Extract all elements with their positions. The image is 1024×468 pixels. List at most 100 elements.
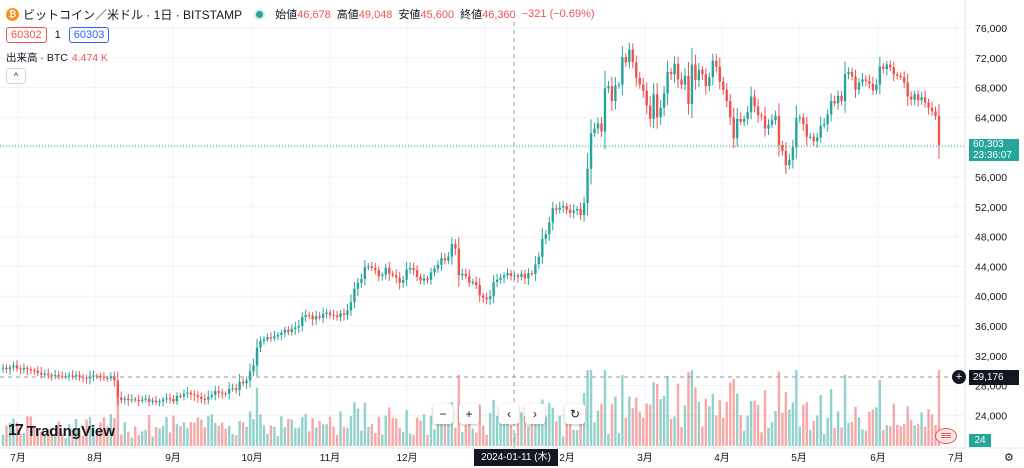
volume-bar: [412, 434, 415, 446]
us-flag-icon[interactable]: [935, 428, 957, 444]
volume-bar: [429, 416, 433, 446]
x-tick-label: 11月: [320, 452, 340, 464]
candle-body: [408, 267, 412, 270]
volume-bar: [252, 419, 255, 446]
volume-bar: [899, 426, 902, 446]
volume-bar: [99, 422, 102, 446]
x-tick-label: 3月: [637, 452, 653, 464]
volume-bar: [666, 375, 669, 446]
candle-body: [492, 282, 495, 297]
volume-bar: [739, 415, 742, 446]
candle-body: [168, 398, 172, 400]
candle-body: [457, 248, 461, 276]
candle-body: [123, 398, 126, 400]
candle-body: [541, 238, 544, 257]
candle-body: [805, 124, 808, 137]
volume-bar: [123, 422, 126, 446]
volume-bar: [342, 426, 346, 446]
candle-body: [756, 106, 760, 116]
volume-bar: [711, 393, 715, 446]
candle-body: [488, 296, 492, 300]
volume-bar: [391, 418, 394, 446]
x-tick-label: 2月: [559, 452, 575, 464]
volume-bar: [419, 420, 422, 446]
sell-price-button[interactable]: 60302: [6, 27, 47, 43]
candle-body: [412, 267, 415, 271]
bar-countdown: 23:36:07: [973, 150, 1012, 161]
volume-bar: [481, 425, 485, 446]
candle-body: [544, 234, 548, 239]
volume-bar: [861, 429, 864, 446]
candle-body: [99, 375, 102, 378]
volume-bar: [290, 419, 294, 446]
candle-body: [436, 264, 440, 269]
scroll-left-button[interactable]: ‹: [499, 404, 519, 424]
volume-bar: [85, 419, 88, 446]
candle-body: [367, 266, 370, 268]
candle-body: [889, 64, 892, 68]
volume-bar: [95, 431, 99, 446]
y-tick-label: 24,000: [975, 410, 1007, 422]
candle-body: [144, 398, 147, 400]
zoom-out-button[interactable]: −: [433, 404, 453, 424]
volume-bar: [384, 415, 387, 446]
volume-bar: [683, 405, 687, 446]
volume-bar: [784, 392, 788, 446]
reset-chart-button[interactable]: ↻: [565, 404, 585, 424]
volume-bar: [621, 375, 624, 446]
volume-bar: [871, 409, 875, 446]
candle-body: [189, 392, 193, 395]
candle-body: [871, 83, 875, 91]
volume-bar: [756, 404, 760, 446]
candle-body: [579, 209, 582, 215]
candle-body: [749, 96, 753, 113]
candle-body: [311, 315, 314, 320]
buy-price-button[interactable]: 60303: [68, 27, 110, 43]
volume-bar: [8, 422, 12, 446]
candle-body: [172, 399, 175, 402]
candle-body: [241, 381, 245, 384]
candle-body: [903, 77, 906, 83]
volume-bar: [422, 414, 426, 446]
volume-bar: [850, 421, 854, 446]
zoom-in-button[interactable]: +: [459, 404, 479, 424]
settings-gear-icon[interactable]: ⚙: [1004, 452, 1014, 464]
candle-body: [273, 336, 276, 339]
volume-bar: [102, 417, 106, 446]
candle-body: [318, 316, 321, 318]
candle-body: [718, 66, 721, 82]
candle-body: [134, 399, 137, 401]
candle-body: [113, 376, 116, 381]
x-tick-label: 4月: [714, 452, 730, 464]
candle-body: [777, 115, 781, 145]
volume-bar: [221, 422, 224, 446]
y-tick-label: 48,000: [975, 232, 1007, 244]
x-tick-label: 8月: [87, 452, 103, 464]
add-alert-plus-icon[interactable]: +: [952, 370, 966, 384]
volume-legend-label: 出来高 · BTC: [6, 52, 68, 64]
volume-bar: [763, 390, 767, 446]
candle-body: [527, 273, 530, 279]
volume-bar: [642, 417, 645, 446]
volume-bars: [1, 370, 941, 446]
volume-bar: [882, 430, 885, 446]
candle-body: [443, 258, 447, 261]
candle-body: [575, 209, 579, 211]
volume-bar: [864, 430, 868, 446]
volume-bar: [854, 406, 857, 446]
scroll-right-button[interactable]: ›: [525, 404, 545, 424]
volume-bar: [78, 430, 81, 446]
tradingview-logo[interactable]: 17 TradingView: [8, 422, 115, 440]
candle-body: [394, 275, 398, 278]
volume-bar: [172, 415, 175, 446]
symbol-title[interactable]: ビットコイン／米ドル · 1日 · BITSTAMP: [23, 7, 243, 22]
volume-bar: [367, 426, 370, 446]
volume-legend[interactable]: 出来高 · BTC 4.474 K: [6, 50, 108, 65]
volume-bar: [906, 406, 909, 446]
candle-body: [374, 267, 377, 271]
collapse-legend-icon[interactable]: ^: [6, 68, 26, 84]
volume-bar: [753, 400, 756, 446]
candle-body: [722, 81, 725, 90]
volume-bar: [415, 417, 419, 446]
